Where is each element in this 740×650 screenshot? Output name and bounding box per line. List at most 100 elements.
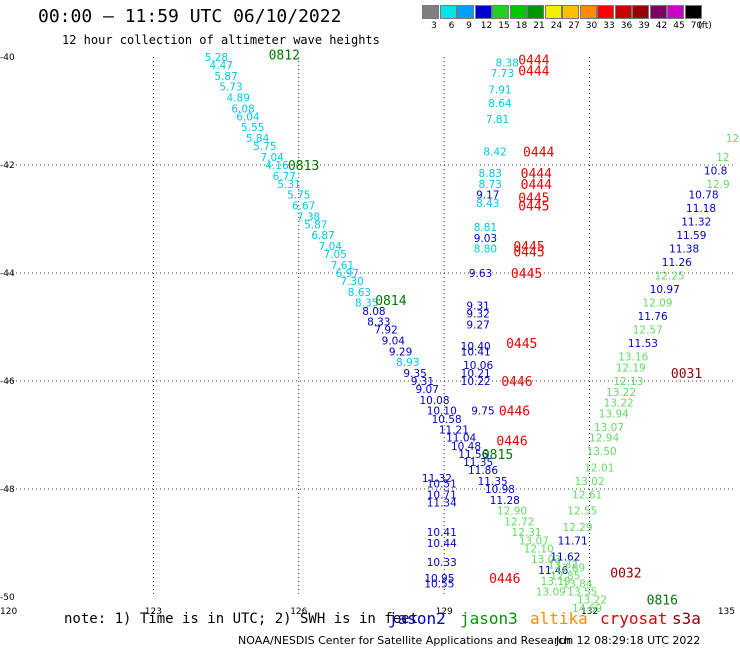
- wave-height-label: 8.35: [355, 298, 378, 310]
- wave-height-label: 10.40: [461, 341, 491, 353]
- wave-height-label: 12: [716, 152, 729, 164]
- wave-height-label: 8.73: [479, 179, 502, 191]
- wave-height-label: 12.19: [616, 363, 646, 375]
- wave-height-label: 11.28: [490, 495, 520, 507]
- pass-time-label: 0445: [511, 267, 542, 282]
- wave-height-label: 8.43: [476, 198, 499, 210]
- legend-swatch: [474, 5, 492, 19]
- wave-height-label: 13.16: [618, 352, 648, 364]
- legend-level-label: 12: [480, 21, 493, 31]
- wave-height-label: 11.62: [550, 552, 580, 564]
- wave-height-label: 4.89: [227, 93, 250, 105]
- wave-height-label: 8.80: [474, 244, 497, 256]
- legend-level-label: 3: [431, 21, 437, 31]
- wave-height-label: 10.21: [461, 368, 491, 380]
- wave-height-label: 11.35: [478, 476, 508, 488]
- wave-height-label: 5.84: [246, 133, 270, 145]
- legend-unit-label: (ft): [698, 21, 712, 31]
- wave-height-label: 10.06: [463, 360, 493, 372]
- legend-level-label: 45: [673, 21, 685, 31]
- wave-height-label: 5.75: [287, 190, 310, 202]
- satellite-jason2-label: jason2: [388, 609, 446, 628]
- lon-tick-label: 123: [145, 607, 162, 617]
- color-scale-legend: 3 6 9 12 15 18 21 24 27 30 33 36 39 42 45 70 (ft): [422, 5, 738, 33]
- wave-height-label: 11.53: [628, 338, 658, 350]
- lon-tick-label: 126: [290, 607, 307, 617]
- wave-height-label: 13.55: [567, 587, 597, 599]
- wave-height-label: 12.89: [555, 562, 585, 574]
- satellite-cryosat-label: cryosat: [600, 609, 668, 628]
- lon-tick-label: 135: [718, 607, 735, 617]
- wave-height-label: 11.21: [439, 425, 469, 437]
- wave-height-label: 7.05: [323, 249, 346, 261]
- wave-height-label: 12.13: [613, 376, 643, 388]
- wave-height-label: 8.33: [367, 317, 390, 329]
- wave-height-label: 10.44: [427, 538, 457, 550]
- wave-height-label: 9.35: [403, 368, 426, 380]
- lat-tick-label: -42: [0, 161, 15, 171]
- legend-swatch: [579, 5, 597, 19]
- chart-title: 00:00 — 11:59 UTC 06/10/2022: [38, 6, 342, 27]
- wave-height-label: 12.10: [524, 543, 554, 555]
- wave-height-label: 12.72: [504, 516, 534, 528]
- wave-height-label: 12.31: [512, 527, 542, 539]
- wave-height-label: 11.35: [463, 457, 493, 469]
- wave-height-label: 11.38: [669, 244, 699, 256]
- wave-height-label: 8.08: [362, 306, 385, 318]
- wave-height-label: 10.58: [432, 414, 462, 426]
- wave-height-label: 9.29: [389, 346, 412, 358]
- satellite-altika-label: altika: [530, 609, 588, 628]
- lat-tick-label: -48: [0, 485, 15, 495]
- wave-height-label: 12.94: [589, 433, 619, 445]
- wave-height-label: 6.97: [336, 268, 359, 280]
- wave-height-label: 11.04: [446, 433, 476, 445]
- legend-swatch: [527, 5, 544, 19]
- pass-time-label: 0444: [518, 54, 549, 69]
- wave-height-label: 7.73: [491, 68, 514, 80]
- wave-height-label: 13.19: [541, 576, 571, 588]
- legend-swatch: [509, 5, 527, 19]
- pass-time-label: 0446: [489, 572, 520, 587]
- wave-height-label: 11.46: [538, 565, 568, 577]
- wave-height-label: 12.57: [633, 325, 663, 337]
- legend-swatch: [439, 5, 457, 19]
- wave-height-label: 6.04: [236, 111, 260, 123]
- legend-level-label: 24: [550, 21, 563, 31]
- wave-height-label: 11.71: [558, 535, 588, 547]
- legend-swatch: [667, 5, 684, 19]
- wave-height-label: 9.32: [466, 309, 489, 321]
- wave-height-label: 5.55: [241, 122, 264, 134]
- wave-height-label: 6.77: [273, 171, 296, 183]
- wave-height-label: 8.64: [488, 98, 512, 110]
- wave-height-label: 7.38: [297, 211, 320, 223]
- wave-height-label: 10.78: [688, 190, 718, 202]
- lon-tick-label: 132: [581, 607, 598, 617]
- pass-time-label: 0444: [523, 146, 554, 161]
- wave-height-label: 5.87: [304, 219, 327, 231]
- legend-swatch: [422, 5, 439, 19]
- pass-time-label: 0444: [518, 65, 549, 80]
- wave-height-label: 5.75: [253, 141, 276, 153]
- lat-tick-label: -44: [0, 269, 15, 279]
- pass-time-label: 0812: [269, 48, 300, 63]
- pass-time-label: 0444: [521, 178, 552, 193]
- wave-height-label: 11.32: [681, 217, 711, 229]
- wave-height-label: 8.38: [496, 57, 519, 69]
- wave-height-label: 12.29: [562, 522, 592, 534]
- legend-swatch: [614, 5, 632, 19]
- wave-height-label: 12.01: [584, 462, 614, 474]
- wave-height-label: 9.27: [466, 319, 489, 331]
- wave-height-label: 9.03: [474, 233, 497, 245]
- wave-height-label: 13.22: [606, 387, 636, 399]
- wave-height-label: 4.16: [265, 160, 289, 172]
- wave-height-label: 11.56: [458, 449, 488, 461]
- legend-level-label: 42: [655, 21, 668, 31]
- wave-height-label: 4.47: [210, 60, 233, 72]
- wave-height-label: 12.85: [550, 570, 580, 582]
- wave-height-label: 12.90: [497, 506, 527, 518]
- pass-time-label: 0446: [501, 375, 532, 390]
- wave-height-label: 10.71: [427, 489, 457, 501]
- wave-height-label: 7.04: [260, 152, 284, 164]
- wave-height-label: 7.30: [340, 276, 363, 288]
- legend-level-label: 9: [466, 21, 472, 31]
